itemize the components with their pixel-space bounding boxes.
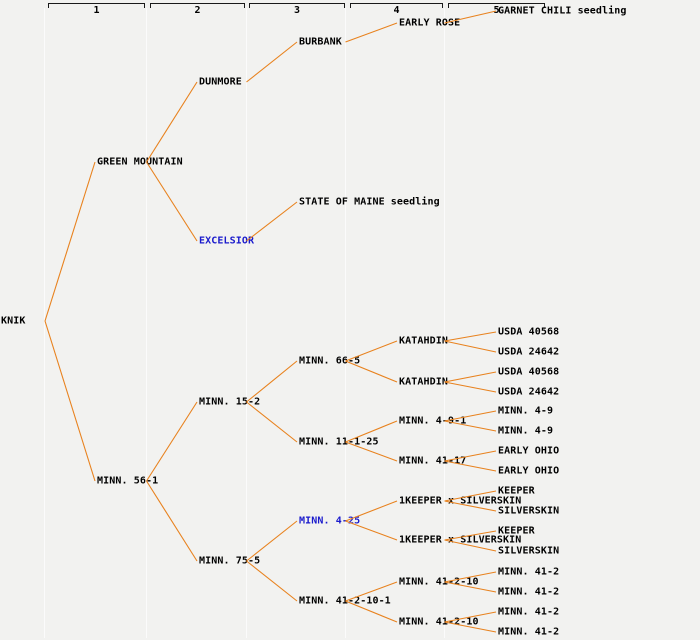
tree-node-early-ohio[interactable]: EARLY OHIO bbox=[498, 465, 560, 477]
tree-node-keeper[interactable]: KEEPER bbox=[498, 485, 535, 497]
tree-node-minn-41-2-10[interactable]: MINN. 41-2-10 bbox=[399, 576, 479, 588]
pedigree-edge bbox=[444, 371, 497, 383]
tree-node-minn-66-5[interactable]: MINN. 66-5 bbox=[299, 355, 361, 367]
tree-node-usda-24642[interactable]: USDA 24642 bbox=[498, 346, 560, 358]
tree-node-minn-41-2[interactable]: MINN. 41-2 bbox=[498, 586, 560, 598]
pedigree-edge bbox=[444, 340, 497, 353]
tree-node-knik[interactable]: KNIK bbox=[1, 315, 26, 327]
tree-node-excelsior[interactable]: EXCELSIOR bbox=[199, 235, 255, 247]
tree-node-minn-4-25[interactable]: MINN. 4-25 bbox=[299, 515, 361, 527]
pedigree-edge bbox=[345, 22, 398, 43]
tree-node-usda-24642[interactable]: USDA 24642 bbox=[498, 386, 560, 398]
pedigree-edge bbox=[444, 331, 497, 342]
tree-node-minn-4-9-1[interactable]: MINN. 4-9-1 bbox=[399, 415, 467, 427]
pedigree-edge bbox=[44, 161, 96, 322]
ruler-segment-5: 5 bbox=[448, 3, 545, 16]
pedigree-edge bbox=[44, 320, 96, 482]
tree-node-early-ohio[interactable]: EARLY OHIO bbox=[498, 445, 560, 457]
tree-node-minn-15-2[interactable]: MINN. 15-2 bbox=[199, 396, 261, 408]
ruler-segment-1: 1 bbox=[48, 3, 145, 16]
tree-node-minn-41-2[interactable]: MINN. 41-2 bbox=[498, 626, 560, 638]
tree-node-usda-40568[interactable]: USDA 40568 bbox=[498, 366, 560, 378]
tree-node-katahdin[interactable]: KATAHDIN bbox=[399, 335, 448, 347]
tree-node-minn-4-9[interactable]: MINN. 4-9 bbox=[498, 405, 554, 417]
tree-node-green-mountain[interactable]: GREEN MOUNTAIN bbox=[97, 156, 183, 168]
tree-node-silverskin[interactable]: SILVERSKIN bbox=[498, 505, 560, 517]
tree-node-minn-75-5[interactable]: MINN. 75-5 bbox=[199, 555, 261, 567]
tree-node-garnet-chili-seedling[interactable]: GARNET CHILI seedling bbox=[498, 5, 627, 17]
pedigree-edge bbox=[146, 401, 198, 482]
tree-node-early-rose[interactable]: EARLY ROSE bbox=[399, 17, 461, 29]
pedigree-edge bbox=[246, 560, 298, 602]
tree-node-minn-11-1-25[interactable]: MINN. 11-1-25 bbox=[299, 436, 379, 448]
tree-node-keeper[interactable]: KEEPER bbox=[498, 525, 535, 537]
tree-node-burbank[interactable]: BURBANK bbox=[299, 36, 342, 48]
tree-node-state-of-maine-seedling[interactable]: STATE OF MAINE seedling bbox=[299, 196, 440, 208]
tree-node-katahdin[interactable]: KATAHDIN bbox=[399, 376, 448, 388]
pedigree-edge bbox=[146, 81, 198, 163]
generation-number: 5 bbox=[493, 5, 500, 16]
pedigree-edge bbox=[146, 161, 198, 242]
generation-number: 2 bbox=[194, 5, 201, 16]
pedigree-edge bbox=[246, 41, 298, 83]
generation-number: 3 bbox=[293, 5, 301, 16]
tree-node-minn-56-1[interactable]: MINN. 56-1 bbox=[97, 475, 159, 487]
ruler-segment-2: 2 bbox=[150, 3, 245, 16]
generation-number: 4 bbox=[393, 5, 400, 16]
tree-node-minn-41-17[interactable]: MINN. 41-17 bbox=[399, 455, 467, 467]
tree-node-minn-41-2-10-1[interactable]: MINN. 41-2-10-1 bbox=[299, 595, 391, 607]
tree-node-dunmore[interactable]: DUNMORE bbox=[199, 76, 242, 88]
ruler-segment-3: 3 bbox=[249, 3, 345, 16]
ruler-segment-4: 4 bbox=[350, 3, 443, 16]
generation-number: 1 bbox=[93, 5, 100, 16]
pedigree-edge bbox=[146, 480, 198, 562]
tree-node-minn-4-9[interactable]: MINN. 4-9 bbox=[498, 425, 554, 437]
pedigree-edge bbox=[444, 381, 497, 393]
tree-node-minn-41-2-10[interactable]: MINN. 41-2-10 bbox=[399, 616, 479, 628]
pedigree-edge bbox=[246, 401, 298, 443]
tree-node-usda-40568[interactable]: USDA 40568 bbox=[498, 326, 560, 338]
tree-node-silverskin[interactable]: SILVERSKIN bbox=[498, 545, 560, 557]
tree-node-minn-41-2[interactable]: MINN. 41-2 bbox=[498, 566, 560, 578]
tree-node-minn-41-2[interactable]: MINN. 41-2 bbox=[498, 606, 560, 618]
